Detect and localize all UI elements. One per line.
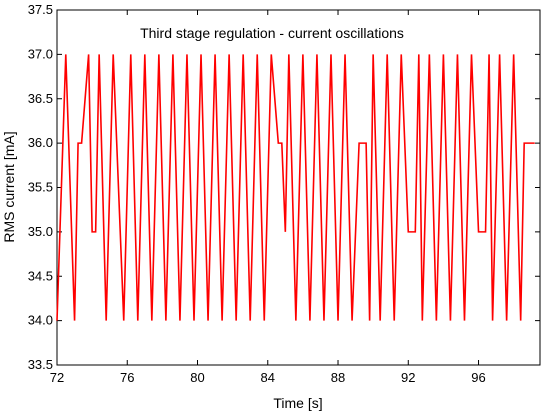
y-axis-ticks: 33.5 34.0 34.5 35.0 35.5 36.0 36.5 37.0 37.5 bbox=[28, 2, 540, 372]
y-tick-label: 36.5 bbox=[28, 91, 53, 106]
x-tick-label: 88 bbox=[331, 370, 345, 385]
x-tick-label: 92 bbox=[401, 370, 415, 385]
x-tick-label: 84 bbox=[261, 370, 275, 385]
x-tick-label: 72 bbox=[50, 370, 64, 385]
y-axis-title: RMS current [mA] bbox=[1, 131, 17, 242]
y-tick-label: 34.5 bbox=[28, 268, 53, 283]
x-axis-ticks: 72 76 80 84 88 92 96 bbox=[50, 10, 486, 385]
series-line-0 bbox=[56, 54, 535, 321]
y-tick-label: 35.0 bbox=[28, 224, 53, 239]
y-tick-label: 34.0 bbox=[28, 313, 53, 328]
y-tick-label: 37.5 bbox=[28, 2, 53, 17]
x-tick-label: 76 bbox=[120, 370, 134, 385]
y-tick-label: 37.0 bbox=[28, 46, 53, 61]
series-layer bbox=[56, 54, 535, 321]
x-tick-label: 80 bbox=[190, 370, 204, 385]
y-tick-label: 33.5 bbox=[28, 357, 53, 372]
y-tick-label: 36.0 bbox=[28, 135, 53, 150]
x-tick-label: 96 bbox=[471, 370, 485, 385]
x-axis-title: Time [s] bbox=[273, 395, 322, 411]
y-tick-label: 35.5 bbox=[28, 180, 53, 195]
chart-title: Third stage regulation - current oscilla… bbox=[140, 25, 404, 41]
